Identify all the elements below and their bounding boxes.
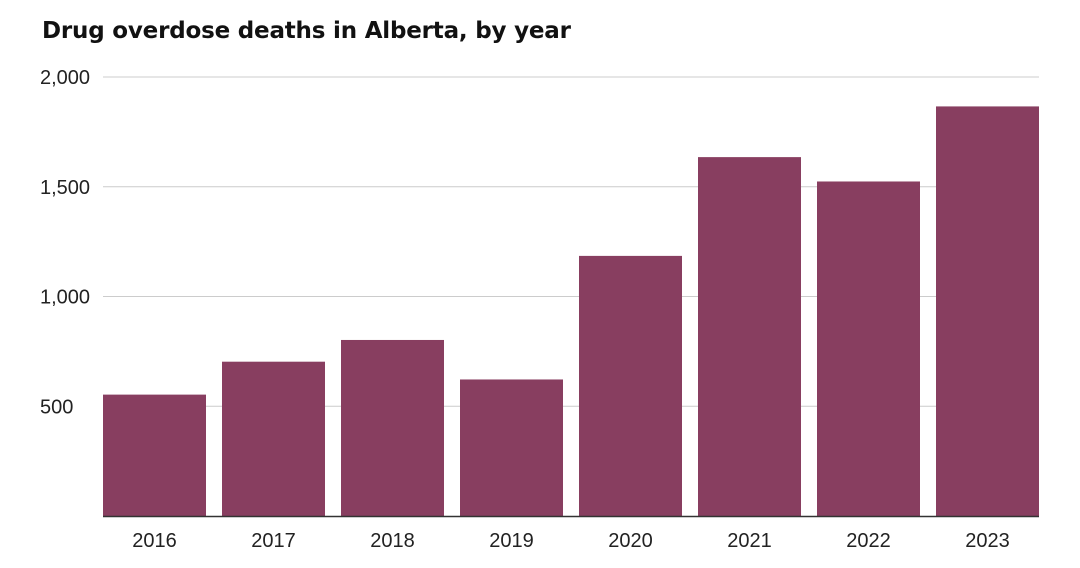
bar-2018 xyxy=(341,339,444,516)
bar-2023 xyxy=(936,106,1039,517)
x-tick-label: 2020 xyxy=(608,530,653,552)
x-tick-label: 2017 xyxy=(251,530,296,552)
bar-2021 xyxy=(698,157,801,516)
y-axis-tick-labels: 500 1,000 1,500 2,000 xyxy=(40,67,90,418)
x-tick-label: 2022 xyxy=(846,530,891,552)
chart-title: Drug overdose deaths in Alberta, by year xyxy=(42,18,571,44)
y-tick-label: 1,500 xyxy=(40,177,90,199)
bar-2017 xyxy=(222,361,325,516)
bar-2022 xyxy=(817,181,920,516)
x-tick-label: 2016 xyxy=(132,530,177,552)
bar-2019 xyxy=(460,379,563,516)
y-tick-label: 2,000 xyxy=(40,67,90,89)
x-tick-label: 2018 xyxy=(370,530,415,552)
bars xyxy=(103,106,1039,517)
y-tick-label: 500 xyxy=(40,396,73,418)
bar-2016 xyxy=(103,394,206,516)
y-tick-label: 1,000 xyxy=(40,287,90,309)
x-tick-label: 2021 xyxy=(727,530,772,552)
bar-2020 xyxy=(579,255,682,516)
x-tick-label: 2019 xyxy=(489,530,534,552)
x-axis-tick-labels: 2016 2017 2018 2019 2020 2021 2022 2023 xyxy=(132,530,1010,552)
x-tick-label: 2023 xyxy=(965,530,1010,552)
